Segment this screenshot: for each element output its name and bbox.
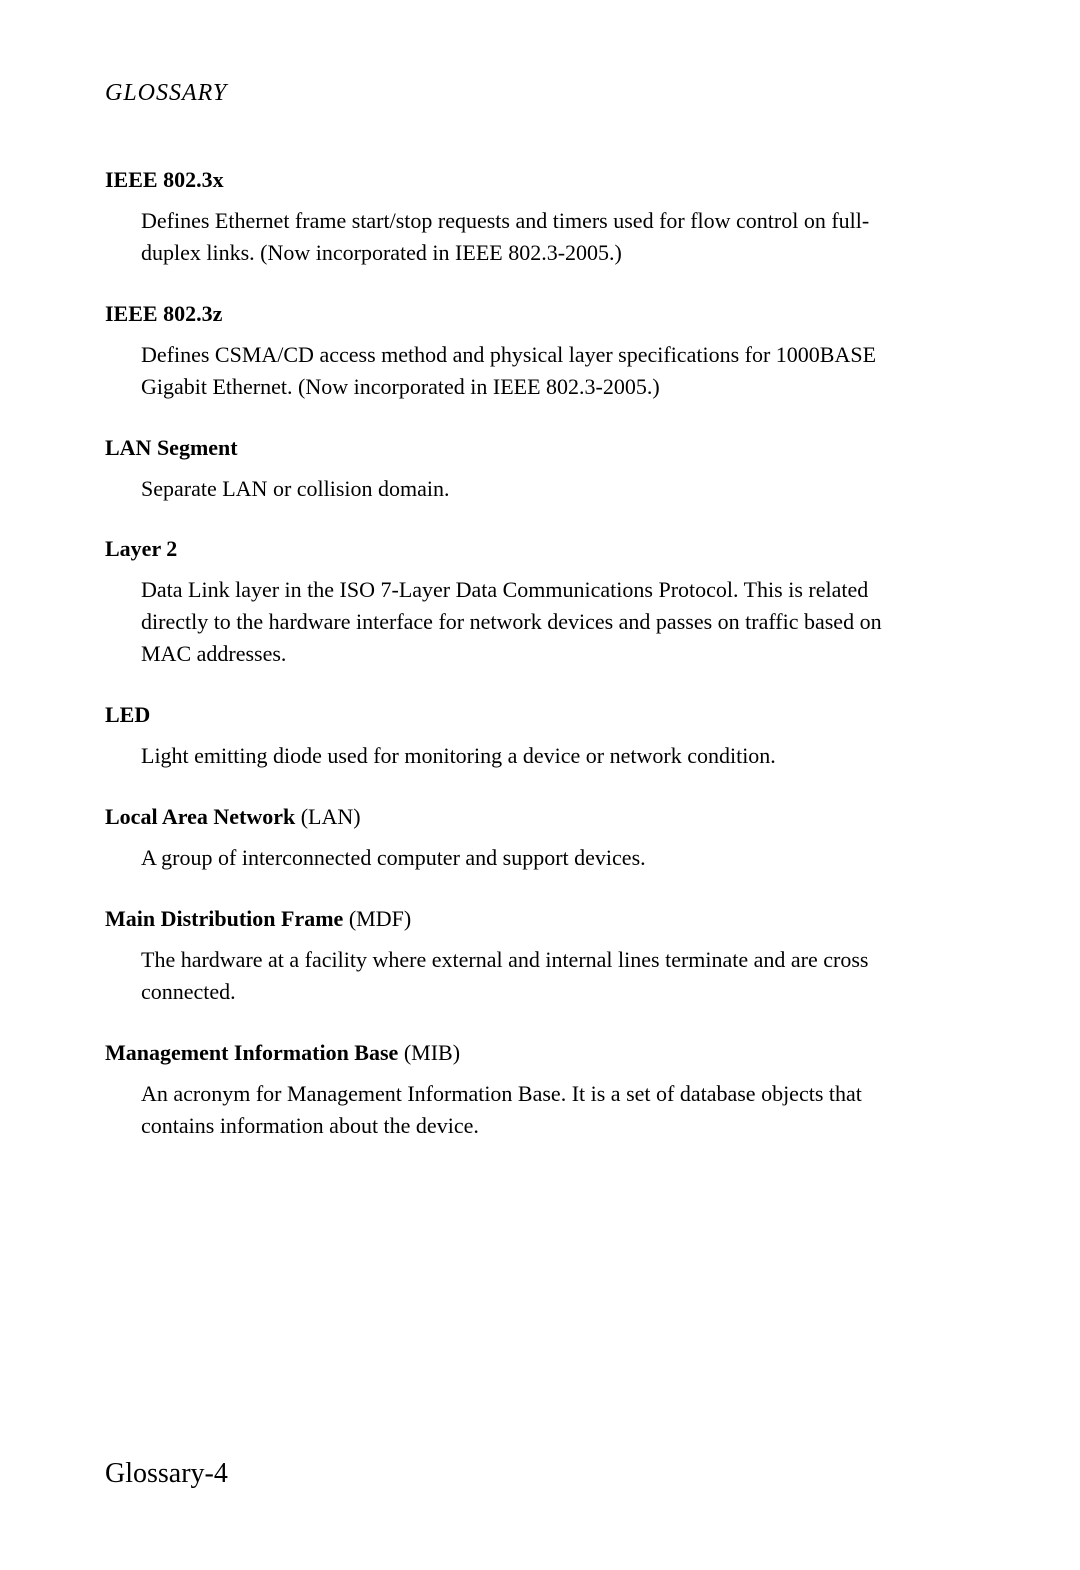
- term-line: Local Area Network (LAN): [105, 804, 975, 830]
- definition: A group of interconnected computer and s…: [141, 842, 901, 874]
- term: IEEE 802.3z: [105, 301, 222, 326]
- glossary-entry: Main Distribution Frame (MDF) The hardwa…: [105, 906, 975, 1008]
- definition: Light emitting diode used for monitoring…: [141, 740, 901, 772]
- page-header: GLOSSARY: [105, 80, 975, 107]
- term: Main Distribution Frame: [105, 906, 343, 931]
- definition: Data Link layer in the ISO 7-Layer Data …: [141, 574, 901, 670]
- glossary-entries: IEEE 802.3x Defines Ethernet frame start…: [105, 167, 975, 1141]
- term-abbr: (MIB): [398, 1040, 460, 1065]
- term-line: Layer 2: [105, 536, 975, 562]
- glossary-entry: Management Information Base (MIB) An acr…: [105, 1040, 975, 1142]
- glossary-entry: Layer 2 Data Link layer in the ISO 7-Lay…: [105, 536, 975, 670]
- definition: Defines CSMA/CD access method and physic…: [141, 339, 901, 403]
- term: Management Information Base: [105, 1040, 398, 1065]
- term: Local Area Network: [105, 804, 295, 829]
- page-footer: Glossary-4: [105, 1458, 228, 1490]
- term-line: Main Distribution Frame (MDF): [105, 906, 975, 932]
- glossary-entry: LAN Segment Separate LAN or collision do…: [105, 435, 975, 505]
- definition: The hardware at a facility where externa…: [141, 944, 901, 1008]
- term-line: Management Information Base (MIB): [105, 1040, 975, 1066]
- definition: Separate LAN or collision domain.: [141, 473, 901, 505]
- term-line: LED: [105, 702, 975, 728]
- glossary-entry: IEEE 802.3x Defines Ethernet frame start…: [105, 167, 975, 269]
- glossary-entry: IEEE 802.3z Defines CSMA/CD access metho…: [105, 301, 975, 403]
- glossary-entry: Local Area Network (LAN) A group of inte…: [105, 804, 975, 874]
- term: LED: [105, 702, 150, 727]
- term-abbr: (MDF): [343, 906, 411, 931]
- term-abbr: (LAN): [295, 804, 360, 829]
- definition: An acronym for Management Information Ba…: [141, 1078, 901, 1142]
- term-line: IEEE 802.3x: [105, 167, 975, 193]
- term: IEEE 802.3x: [105, 167, 224, 192]
- term: LAN Segment: [105, 435, 238, 460]
- glossary-entry: LED Light emitting diode used for monito…: [105, 702, 975, 772]
- term: Layer 2: [105, 536, 177, 561]
- term-line: LAN Segment: [105, 435, 975, 461]
- term-line: IEEE 802.3z: [105, 301, 975, 327]
- definition: Defines Ethernet frame start/stop reques…: [141, 205, 901, 269]
